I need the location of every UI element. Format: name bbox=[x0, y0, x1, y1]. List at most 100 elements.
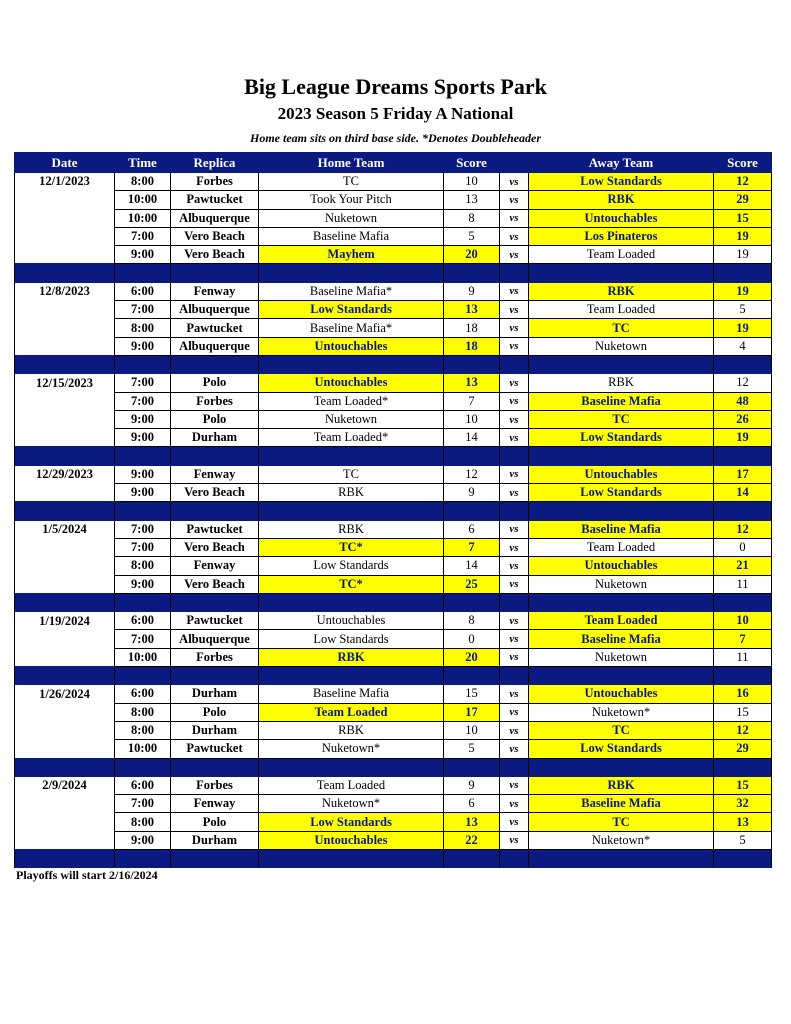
separator-cell bbox=[499, 666, 529, 686]
away-score-cell: 15 bbox=[713, 208, 772, 228]
home-score-cell: 15 bbox=[443, 684, 500, 704]
home-team-cell: Low Standards bbox=[258, 629, 444, 649]
date-cell bbox=[14, 337, 115, 356]
home-score-cell: 6 bbox=[443, 794, 500, 814]
separator-cell bbox=[499, 848, 529, 869]
away-score-cell: 0 bbox=[713, 537, 772, 558]
game-row: 1/5/2024 7:00 Pawtucket RBK 6 vs Baseline Mafi… bbox=[14, 519, 772, 539]
vs-cell: vs bbox=[499, 739, 529, 759]
date-cell bbox=[14, 209, 115, 228]
home-team-cell: Low Standards bbox=[258, 300, 444, 320]
away-score-cell: 14 bbox=[713, 483, 772, 503]
home-score-cell: 18 bbox=[443, 336, 500, 356]
separator-cell bbox=[443, 848, 500, 869]
game-row: 7:00 Vero Beach Baseline Mafia 5 vs Los Pinat… bbox=[14, 226, 772, 247]
replica-cell: Pawtucket bbox=[170, 611, 259, 631]
replica-cell: Pawtucket bbox=[170, 739, 259, 759]
separator-cell bbox=[14, 757, 115, 777]
separator-cell bbox=[14, 848, 115, 869]
replica-cell: Fenway bbox=[170, 281, 259, 302]
home-team-cell: Baseline Mafia bbox=[258, 684, 444, 704]
game-row: 12/29/2023 9:00 Fenway TC 12 vs Untouchables 17 bbox=[14, 464, 772, 485]
time-cell: 8:00 bbox=[114, 556, 171, 576]
header-vs bbox=[499, 152, 529, 173]
home-team-cell: Team Loaded bbox=[258, 702, 444, 722]
away-score-cell: 5 bbox=[713, 300, 772, 320]
separator-cell bbox=[114, 848, 171, 869]
schedule-table: Date Time Replica Home Team Score Away T… bbox=[14, 152, 772, 869]
separator-cell bbox=[713, 263, 772, 283]
vs-cell: vs bbox=[499, 245, 529, 265]
away-team-cell: Nuketown* bbox=[528, 830, 714, 850]
header-away-score: Score bbox=[713, 152, 772, 173]
game-row: 1/26/2024 6:00 Durham Baseline Mafia 15 vs Unt… bbox=[14, 684, 772, 704]
separator-cell bbox=[14, 263, 115, 283]
time-cell: 8:00 bbox=[114, 812, 171, 832]
vs-cell: vs bbox=[499, 281, 529, 302]
replica-cell: Forbes bbox=[170, 647, 259, 668]
game-row: 12/8/2023 6:00 Fenway Baseline Mafia* 9 vs RBK… bbox=[14, 281, 772, 302]
home-score-cell: 9 bbox=[443, 775, 500, 796]
date-cell bbox=[14, 721, 115, 740]
replica-cell: Vero Beach bbox=[170, 226, 259, 247]
game-row: 7:00 Albuquerque Low Standards 13 vs Team Loa… bbox=[14, 300, 772, 320]
home-team-cell: Untouchables bbox=[258, 373, 444, 393]
separator-row bbox=[14, 757, 772, 777]
vs-cell: vs bbox=[499, 336, 529, 356]
separator-cell bbox=[14, 501, 115, 521]
date-cell bbox=[14, 648, 115, 667]
date-cell bbox=[14, 556, 115, 576]
replica-cell: Albuquerque bbox=[170, 629, 259, 649]
separator-cell bbox=[528, 263, 714, 283]
time-cell: 9:00 bbox=[114, 483, 171, 503]
separator-cell bbox=[713, 501, 772, 521]
time-cell: 7:00 bbox=[114, 537, 171, 558]
vs-cell: vs bbox=[499, 702, 529, 722]
separator-cell bbox=[258, 446, 444, 466]
home-score-cell: 22 bbox=[443, 830, 500, 850]
time-cell: 7:00 bbox=[114, 373, 171, 393]
separator-cell bbox=[443, 501, 500, 521]
separator-cell bbox=[258, 354, 444, 375]
date-cell bbox=[14, 428, 115, 447]
away-team-cell: RBK bbox=[528, 190, 714, 210]
date-cell bbox=[14, 629, 115, 649]
time-cell: 8:00 bbox=[114, 702, 171, 722]
vs-cell: vs bbox=[499, 537, 529, 558]
away-team-cell: RBK bbox=[528, 775, 714, 796]
time-cell: 8:00 bbox=[114, 720, 171, 741]
home-team-cell: RBK bbox=[258, 519, 444, 539]
away-team-cell: RBK bbox=[528, 373, 714, 393]
away-team-cell: Team Loaded bbox=[528, 611, 714, 631]
home-score-cell: 7 bbox=[443, 537, 500, 558]
separator-cell bbox=[258, 848, 444, 869]
separator-cell bbox=[170, 757, 259, 777]
away-team-cell: TC bbox=[528, 318, 714, 338]
separator-cell bbox=[14, 592, 115, 613]
separator-cell bbox=[170, 501, 259, 521]
replica-cell: Durham bbox=[170, 830, 259, 850]
home-score-cell: 0 bbox=[443, 629, 500, 649]
game-row: 9:00 Durham Untouchables 22 vs Nuketown* 5 bbox=[14, 830, 772, 850]
separator-cell bbox=[258, 666, 444, 686]
replica-cell: Albuquerque bbox=[170, 208, 259, 228]
separator-cell bbox=[14, 666, 115, 686]
away-score-cell: 19 bbox=[713, 428, 772, 448]
replica-cell: Vero Beach bbox=[170, 245, 259, 265]
separator-cell bbox=[114, 263, 171, 283]
separator-cell bbox=[114, 592, 171, 613]
away-team-cell: RBK bbox=[528, 281, 714, 302]
away-score-cell: 48 bbox=[713, 391, 772, 411]
away-score-cell: 12 bbox=[713, 720, 772, 741]
away-team-cell: TC bbox=[528, 409, 714, 430]
home-team-cell: Team Loaded* bbox=[258, 428, 444, 448]
home-team-cell: Baseline Mafia* bbox=[258, 281, 444, 302]
header-home-score: Score bbox=[443, 152, 500, 173]
away-score-cell: 17 bbox=[713, 464, 772, 485]
time-cell: 9:00 bbox=[114, 336, 171, 356]
date-cell bbox=[14, 318, 115, 338]
home-score-cell: 13 bbox=[443, 300, 500, 320]
separator-cell bbox=[528, 354, 714, 375]
home-score-cell: 13 bbox=[443, 190, 500, 210]
game-row: 9:00 Vero Beach TC* 25 vs Nuketown 11 bbox=[14, 574, 772, 594]
